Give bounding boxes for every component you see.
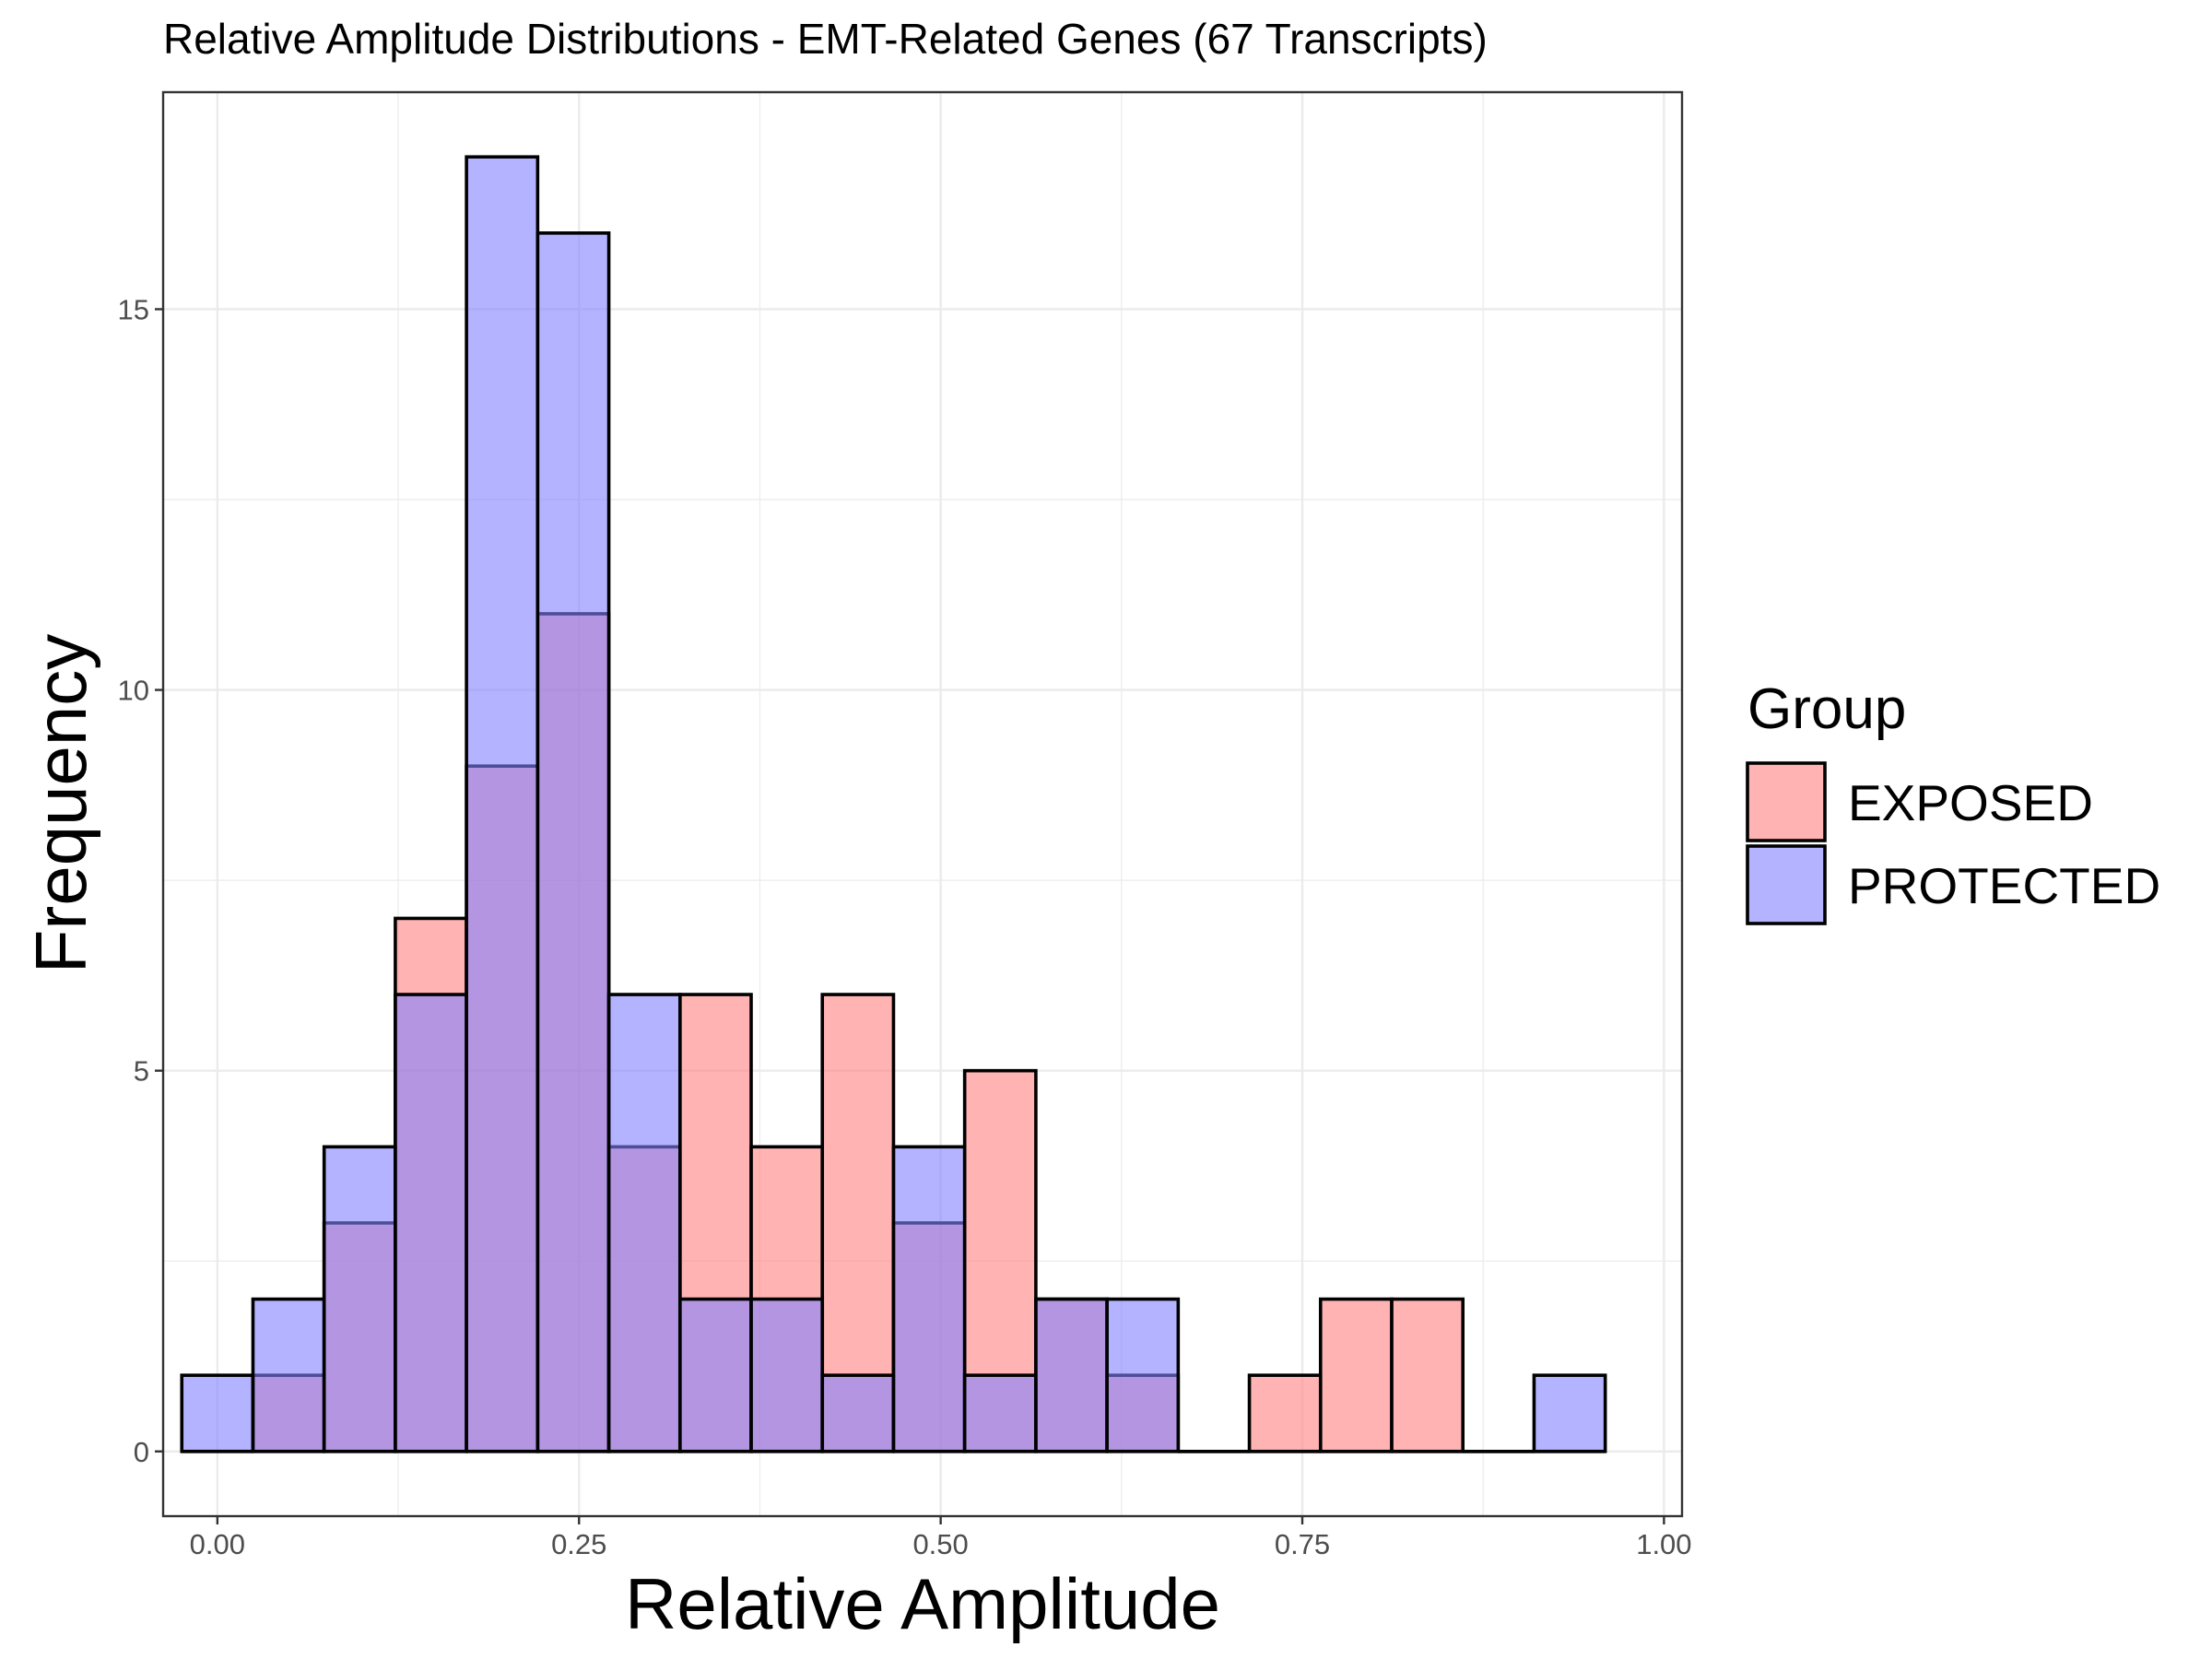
bar-exposed-16: [1318, 1297, 1394, 1453]
axis-ticks: 0.00 0.25 0.50 0.75 1.00 0 5 10 15: [118, 293, 1692, 1560]
x-tick-label: 0.75: [1275, 1528, 1330, 1560]
legend-label-protected: PROTECTED: [1848, 857, 2160, 914]
bar-exposed-15: [1247, 1373, 1323, 1453]
legend-label-exposed: EXPOSED: [1848, 774, 2093, 831]
bar-protected-11: [962, 1373, 1038, 1453]
legend-swatch-exposed: [1746, 761, 1827, 842]
bar-protected-2: [322, 1145, 397, 1453]
bar-protected-6: [606, 993, 682, 1453]
bar-protected-7: [677, 1297, 753, 1453]
x-tick-label: 0.50: [912, 1528, 968, 1560]
x-tick-label: 0.25: [551, 1528, 606, 1560]
legend: Group EXPOSED PROTECTED: [1746, 677, 2160, 925]
bar-protected-10: [891, 1145, 967, 1453]
bar-protected-3: [394, 993, 468, 1453]
y-tick-label: 15: [118, 293, 149, 325]
legend-swatch-protected: [1746, 844, 1827, 925]
x-tick-label: 1.00: [1636, 1528, 1691, 1560]
bar-protected-12: [1034, 1297, 1109, 1453]
y-tick-label: 10: [118, 675, 149, 707]
bar-exposed-17: [1390, 1297, 1465, 1453]
x-axis-title: Relative Amplitude: [625, 1563, 1220, 1644]
x-tick-label: 0.00: [190, 1528, 245, 1560]
bar-protected-9: [820, 1373, 896, 1453]
series-protected: [180, 155, 1607, 1453]
bar-protected-4: [465, 155, 540, 1453]
bar-protected-13: [1105, 1297, 1181, 1453]
legend-title: Group: [1747, 677, 1906, 741]
y-tick-label: 0: [134, 1436, 149, 1468]
plot-border: [161, 90, 1684, 1518]
bar-protected-5: [535, 231, 611, 1453]
chart-title: Relative Amplitude Distributions - EMT-R…: [163, 15, 1488, 63]
bar-protected-8: [749, 1297, 825, 1453]
bars: [180, 155, 1607, 1453]
bar-protected-1: [251, 1297, 326, 1453]
y-tick-label: 5: [134, 1055, 149, 1088]
bar-protected-19: [1532, 1373, 1607, 1453]
bar-protected-0: [180, 1373, 255, 1453]
y-axis-title: Frequency: [20, 634, 101, 974]
